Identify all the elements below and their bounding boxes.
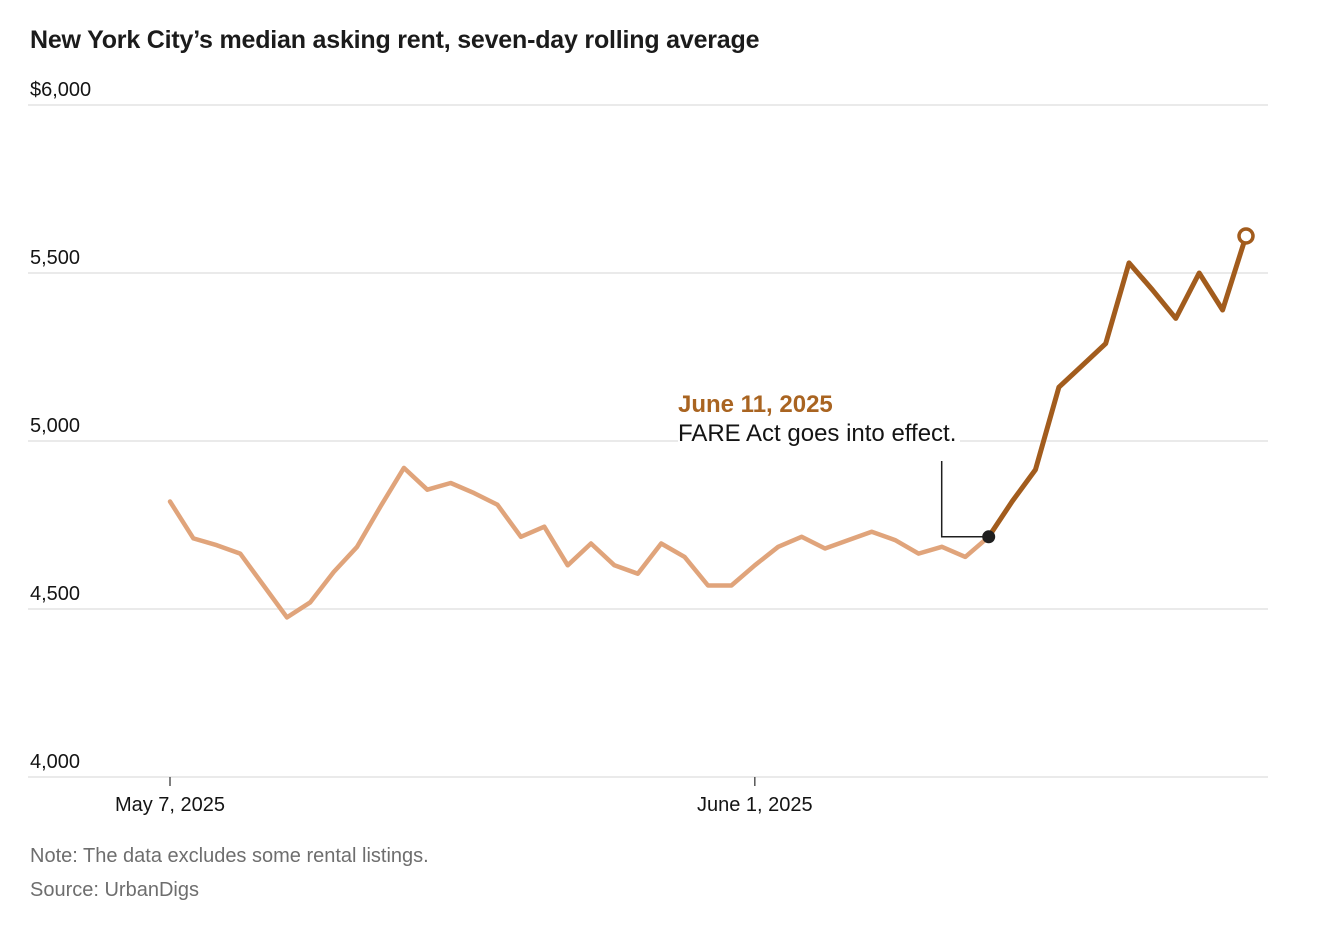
end-open-circle-marker [1237, 227, 1255, 245]
x-tick-label: June 1, 2025 [697, 794, 813, 816]
chart-title: New York City’s median asking rent, seve… [30, 26, 760, 54]
y-tick-label: 4,000 [30, 751, 80, 773]
annotation: June 11, 2025 FARE Act goes into effect. [678, 390, 961, 451]
chart-note: Note: The data excludes some rental list… [30, 845, 429, 867]
y-tick-label: 4,500 [30, 583, 80, 605]
y-tick-label: $6,000 [30, 79, 91, 101]
rent-line-before-fare-act [167, 465, 991, 620]
annotation-connector [940, 461, 983, 538]
annotation-date-label: June 11, 2025 [678, 391, 833, 418]
annotation-text: FARE Act goes into effect. [678, 420, 957, 448]
chart-source: Source: UrbanDigs [30, 879, 199, 901]
june-11-dot [982, 530, 996, 544]
y-tick-label: 5,500 [30, 247, 80, 269]
y-tick-label: 5,000 [30, 415, 80, 437]
x-tick-label: May 7, 2025 [115, 794, 225, 816]
rent-line-after-fare-act [986, 233, 1249, 540]
